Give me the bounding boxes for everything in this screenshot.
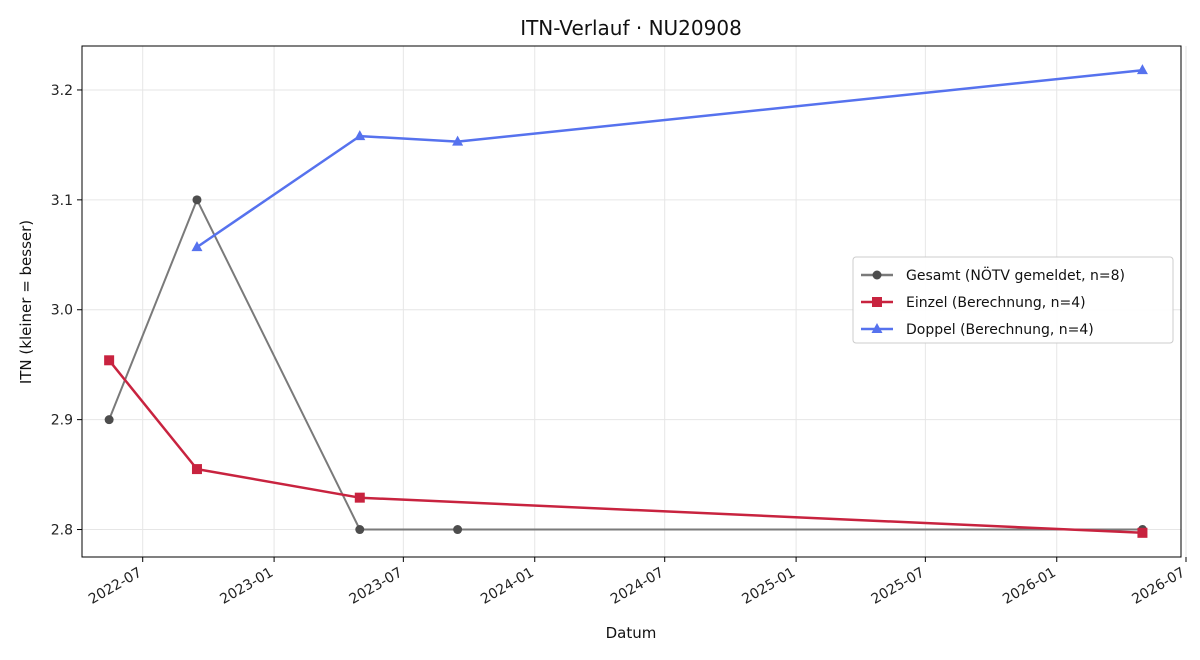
data-point [104, 355, 115, 366]
series-circle [104, 195, 1147, 535]
x-tick-label: 2026-01 [1000, 565, 1059, 608]
plot-frame [81, 45, 1182, 558]
data-point [453, 525, 463, 535]
x-tick-label: 2024-07 [608, 565, 667, 608]
y-axis-title: ITN (kleiner = besser) [17, 220, 35, 384]
legend-entry: Gesamt (NÖTV gemeldet, n=8) [861, 266, 1125, 284]
x-tick-label: 2026-07 [1129, 565, 1188, 608]
legend-marker [872, 270, 882, 280]
legend-label: Doppel (Berechnung, n=4) [906, 322, 1094, 338]
y-tick-label: 2.9 [51, 413, 73, 429]
legend-entry: Einzel (Berechnung, n=4) [861, 295, 1086, 311]
data-point [355, 525, 365, 535]
x-tick-label: 2024-01 [478, 565, 537, 608]
data-point [1136, 64, 1148, 75]
x-tick-label: 2022-07 [86, 565, 145, 608]
data-point [191, 464, 202, 475]
series-square [104, 355, 1148, 538]
legend-label: Einzel (Berechnung, n=4) [906, 295, 1086, 311]
legend-entry: Doppel (Berechnung, n=4) [861, 322, 1094, 338]
y-tick-label: 3.0 [51, 303, 73, 319]
data-point [1137, 527, 1148, 538]
x-tick-label: 2025-07 [869, 565, 928, 608]
series-line [108, 359, 1143, 535]
legend-marker [872, 297, 882, 307]
series-line [196, 68, 1143, 249]
data-point [104, 415, 114, 425]
x-axis-ticks: 2022-07 2023-01 2023-07 2024-01 2024-07 2025-… [86, 557, 1188, 608]
series-triangle [191, 64, 1148, 252]
data-point [191, 241, 203, 252]
legend-label: Gesamt (NÖTV gemeldet, n=8) [906, 266, 1125, 284]
x-tick-label: 2023-01 [217, 565, 276, 608]
y-tick-label: 2.8 [51, 523, 73, 539]
x-tick-label: 2025-01 [739, 565, 798, 608]
x-tick-label: 2023-07 [347, 565, 406, 608]
y-axis-ticks: 2.8 2.9 3.0 3.1 3.2 [51, 83, 82, 539]
y-tick-label: 3.2 [51, 83, 73, 99]
legend-box [852, 256, 1174, 344]
data-point [354, 492, 365, 503]
data-point [354, 130, 366, 141]
chart-title: ITN-Verlauf · NU20908 [520, 16, 742, 40]
series-layer [104, 64, 1148, 538]
legend-marker [871, 323, 883, 333]
x-axis-title: Datum [606, 624, 657, 642]
data-point [452, 135, 464, 146]
y-tick-label: 3.1 [51, 193, 73, 209]
data-point [192, 195, 202, 205]
legend: Gesamt (NÖTV gemeldet, n=8) Einzel (Berec… [852, 256, 1174, 344]
